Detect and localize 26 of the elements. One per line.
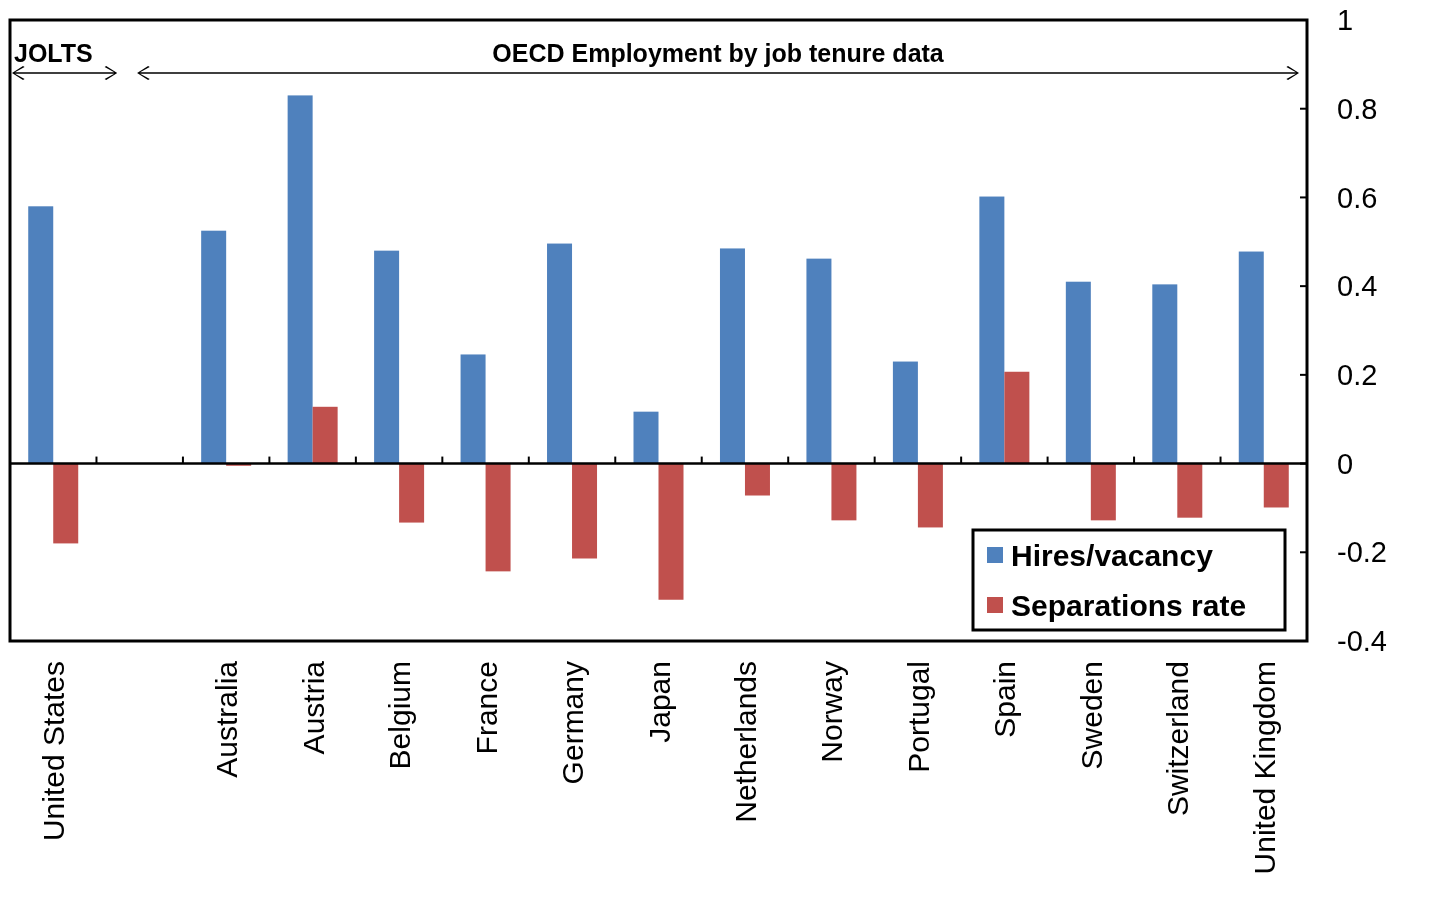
y-tick-label: 0 [1337, 447, 1354, 480]
y-tick-label: 1 [1337, 4, 1354, 37]
y-tick-label: -0.2 [1337, 536, 1387, 569]
legend-label: Hires/vacancy [1011, 538, 1214, 572]
annotation: OECD Employment by job tenure data [492, 39, 945, 67]
x-tick-label: Switzerland [1161, 661, 1195, 817]
x-tick-label: Netherlands [728, 661, 762, 823]
legend-label: Separations rate [1011, 588, 1247, 622]
y-tick-label: 0.2 [1337, 359, 1378, 392]
y-tick-label: 0.6 [1337, 181, 1378, 214]
annotation: JOLTS [14, 39, 93, 67]
x-tick-label: Sweden [1074, 661, 1108, 770]
x-tick-label: Japan [642, 661, 676, 743]
y-tick-label: -0.4 [1337, 625, 1387, 658]
x-tick-label: Spain [988, 661, 1022, 738]
x-tick-label: Australia [210, 660, 244, 778]
x-tick-label: United Kingdom [1247, 661, 1281, 875]
x-tick-label: Portugal [901, 661, 935, 773]
y-tick-label: 0.4 [1337, 270, 1378, 303]
x-tick-label: Belgium [383, 661, 417, 770]
y-tick-label: 0.8 [1337, 92, 1378, 125]
x-tick-label: United States [37, 661, 71, 842]
x-tick-label: France [469, 661, 503, 755]
x-tick-label: Germany [556, 661, 590, 785]
x-tick-label: Austria [296, 660, 330, 755]
x-tick-label: Norway [815, 661, 849, 763]
